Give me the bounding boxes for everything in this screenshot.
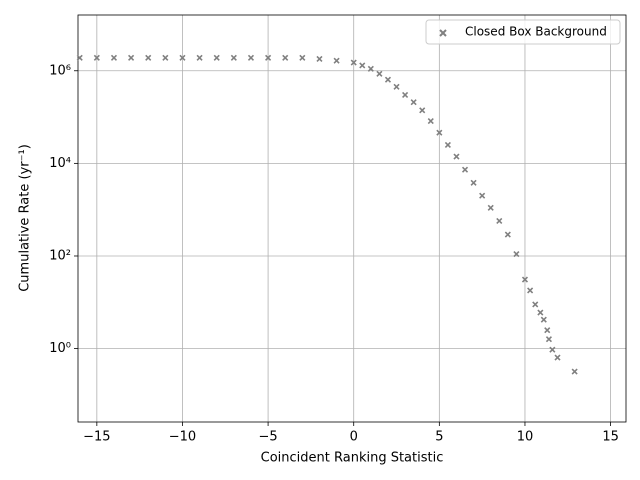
scatter-point: [461, 166, 469, 173]
scatter-point: [545, 336, 553, 343]
y-tick-label: 10⁶: [49, 63, 71, 78]
x-axis-label: Coincident Ranking Statistic: [261, 451, 444, 466]
legend-box: [425, 19, 621, 45]
x-tick-label: −5: [259, 430, 278, 445]
scatter-point: [333, 57, 340, 64]
scatter-point: [549, 346, 556, 353]
scatter-point: [247, 54, 255, 61]
scatter-point: [196, 54, 203, 61]
scatter-point: [537, 309, 544, 316]
scatter-point: [496, 217, 503, 225]
y-tick-label: 10²: [49, 248, 71, 263]
x-tick-label: 5: [435, 430, 443, 445]
scatter-point: [76, 54, 83, 61]
legend: Closed Box Background: [425, 19, 621, 45]
scatter-point: [571, 368, 578, 375]
y-tick-label: 10⁰: [49, 341, 71, 356]
scatter-point: [384, 76, 392, 83]
scatter-point: [367, 65, 374, 72]
scatter-point: [350, 59, 357, 66]
scatter-point: [93, 54, 100, 61]
scatter-point: [359, 62, 366, 69]
scatter-point: [230, 54, 237, 61]
scatter-point: [145, 54, 152, 61]
scatter-point: [521, 276, 529, 283]
scatter-point: [487, 204, 494, 211]
scatter-point: [513, 251, 520, 258]
scatter-point: [162, 54, 169, 61]
x-tick-label: −10: [169, 430, 196, 445]
scatter-point: [544, 327, 551, 334]
plot-frame: [77, 14, 627, 423]
scatter-point: [504, 231, 511, 238]
y-axis-label: Cumulative Rate (yr⁻¹): [18, 144, 33, 292]
scatter-point: [540, 316, 547, 323]
scatter-point: [110, 54, 118, 61]
scatter-point: [453, 153, 460, 160]
scatter-point: [470, 179, 477, 186]
legend-marker: [439, 29, 447, 37]
scatter-point: [179, 54, 186, 61]
scatter-point: [532, 301, 539, 308]
scatter-point: [436, 129, 443, 136]
scatter-point: [554, 354, 561, 361]
scatter-point: [213, 54, 220, 61]
scatter-point: [376, 70, 383, 77]
x-tick-label: −15: [83, 430, 110, 445]
scatter-point: [444, 141, 451, 149]
scatter-point: [128, 54, 135, 61]
scatter-point: [410, 99, 417, 106]
scatter-point: [427, 117, 434, 125]
x-tick-label: 0: [350, 430, 358, 445]
scatter-point: [316, 55, 323, 63]
scatter-point: [282, 54, 289, 61]
scatter-point: [402, 91, 409, 99]
scatter-point: [527, 287, 534, 294]
scatter-point: [419, 107, 426, 114]
scatter-point: [479, 192, 486, 199]
x-tick-label: 10: [517, 430, 534, 445]
scatter-point: [393, 83, 400, 90]
x-tick-label: 15: [602, 430, 619, 445]
scatter-point: [265, 54, 272, 61]
legend-label: Closed Box Background: [465, 25, 607, 39]
scatter-point: [299, 54, 306, 61]
y-tick-label: 10⁴: [49, 156, 71, 171]
